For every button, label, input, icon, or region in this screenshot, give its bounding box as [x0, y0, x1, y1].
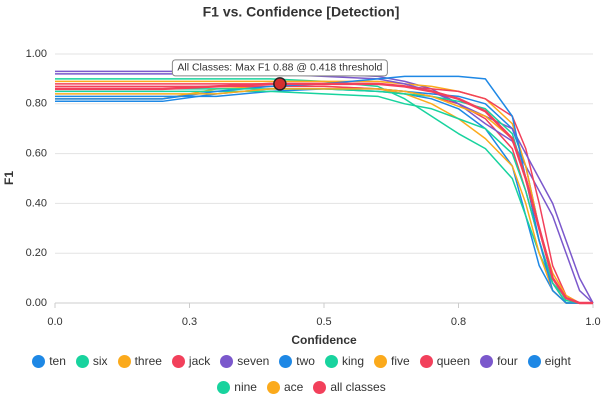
- legend-swatch: [32, 354, 46, 368]
- series-line: [55, 73, 594, 304]
- legend-item[interactable]: seven: [220, 352, 269, 370]
- legend-swatch: [527, 354, 541, 368]
- x-tick-label: 1.0: [585, 316, 600, 328]
- legend-swatch: [220, 354, 234, 368]
- legend-swatch: [374, 354, 387, 368]
- legend-item[interactable]: five: [374, 352, 410, 370]
- x-axis-label: Confidence: [291, 333, 357, 347]
- legend-label: eight: [544, 354, 571, 368]
- chart-title: F1 vs. Confidence [Detection]: [203, 4, 400, 20]
- legend-swatch: [480, 354, 494, 368]
- legend-label: five: [391, 354, 410, 368]
- y-tick-label: 0.40: [26, 197, 47, 209]
- legend-swatch: [313, 380, 327, 394]
- legend-item[interactable]: king: [324, 352, 364, 370]
- legend-swatch: [279, 354, 293, 368]
- max-marker: [273, 77, 287, 91]
- legend-swatch: [117, 354, 131, 368]
- y-tick-label: 0.80: [26, 98, 47, 110]
- series-line: [55, 88, 593, 304]
- legend-item[interactable]: ace: [266, 378, 304, 396]
- legend-swatch: [419, 354, 433, 368]
- annotation-text: All Classes: Max F1 0.88 @ 0.418 thresho…: [177, 62, 382, 74]
- legend-item[interactable]: three: [117, 352, 162, 370]
- legend-item[interactable]: six: [75, 352, 108, 370]
- legend-label: ten: [49, 354, 66, 368]
- legend-label: queen: [436, 354, 471, 368]
- series-line: [55, 82, 593, 305]
- x-tick-label: 0.3: [182, 316, 197, 328]
- legend-label: ace: [283, 380, 304, 394]
- legend-item[interactable]: queen: [419, 352, 471, 370]
- legend-label: nine: [234, 380, 257, 394]
- series-line: [55, 90, 593, 304]
- legend-label: king: [341, 354, 364, 368]
- y-tick-label: 1.00: [26, 48, 47, 60]
- legend-item[interactable]: ten: [32, 352, 66, 370]
- annotation-box: [171, 59, 388, 77]
- legend-swatch: [266, 380, 280, 394]
- series-line: [55, 88, 593, 304]
- legend-item[interactable]: nine: [217, 378, 257, 396]
- series-line: [55, 88, 593, 304]
- x-tick-label: 0.0: [47, 316, 62, 328]
- legend-swatch: [171, 354, 185, 368]
- legend: ten six three jack seven two king five queen four…: [10, 352, 593, 396]
- series-line: [55, 70, 594, 304]
- series-line: [55, 80, 593, 304]
- legend-swatch: [324, 354, 338, 368]
- series-line: [55, 88, 593, 304]
- x-tick-label: 0.5: [316, 316, 331, 328]
- y-axis-label: F1: [2, 171, 16, 185]
- annotation: All Classes: Max F1 0.88 @ 0.418 thresho…: [171, 59, 388, 77]
- legend-label: all classes: [330, 380, 386, 394]
- legend-label: six: [92, 354, 108, 368]
- legend-label: four: [497, 354, 518, 368]
- legend-swatch: [217, 380, 231, 394]
- legend-label: jack: [188, 354, 211, 368]
- legend-item[interactable]: two: [279, 352, 315, 370]
- legend-swatch: [75, 354, 89, 368]
- y-tick-label: 0.20: [26, 247, 47, 259]
- legend-label: two: [296, 354, 315, 368]
- series-line: [55, 78, 593, 304]
- series-line: [55, 75, 593, 304]
- legend-item[interactable]: jack: [171, 352, 211, 370]
- legend-item[interactable]: all classes: [313, 378, 386, 396]
- chart: F1 vs. Confidence [Detection] Confidence…: [2, 4, 600, 347]
- legend-item[interactable]: eight: [527, 352, 571, 370]
- y-tick-label: 0.60: [26, 148, 47, 160]
- series-line: [55, 83, 593, 304]
- y-tick-label: 0.00: [26, 297, 47, 309]
- x-tick-label: 0.8: [451, 316, 466, 328]
- legend-item[interactable]: four: [480, 352, 518, 370]
- legend-label: three: [134, 354, 162, 368]
- legend-label: seven: [237, 354, 270, 368]
